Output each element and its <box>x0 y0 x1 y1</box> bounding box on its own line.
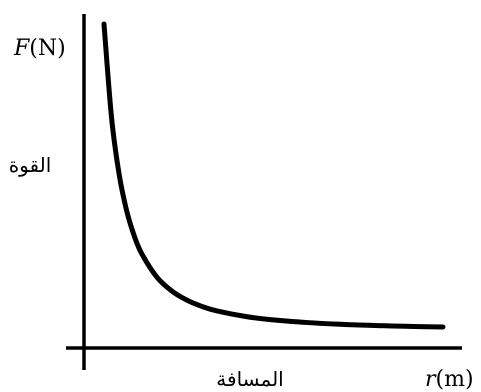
x-axis-symbol: r <box>425 367 437 392</box>
x-axis-name: المسافة <box>216 367 283 391</box>
series-curve <box>101 21 446 330</box>
y-axis-label: F(N) <box>13 36 66 61</box>
y-axis-unit: (N) <box>29 36 65 61</box>
x-axis-label: r(m) <box>425 367 474 392</box>
x-axis-unit: (m) <box>436 367 474 392</box>
y-axis-name: القوة <box>9 153 52 177</box>
y-axis-symbol: F <box>13 36 30 61</box>
